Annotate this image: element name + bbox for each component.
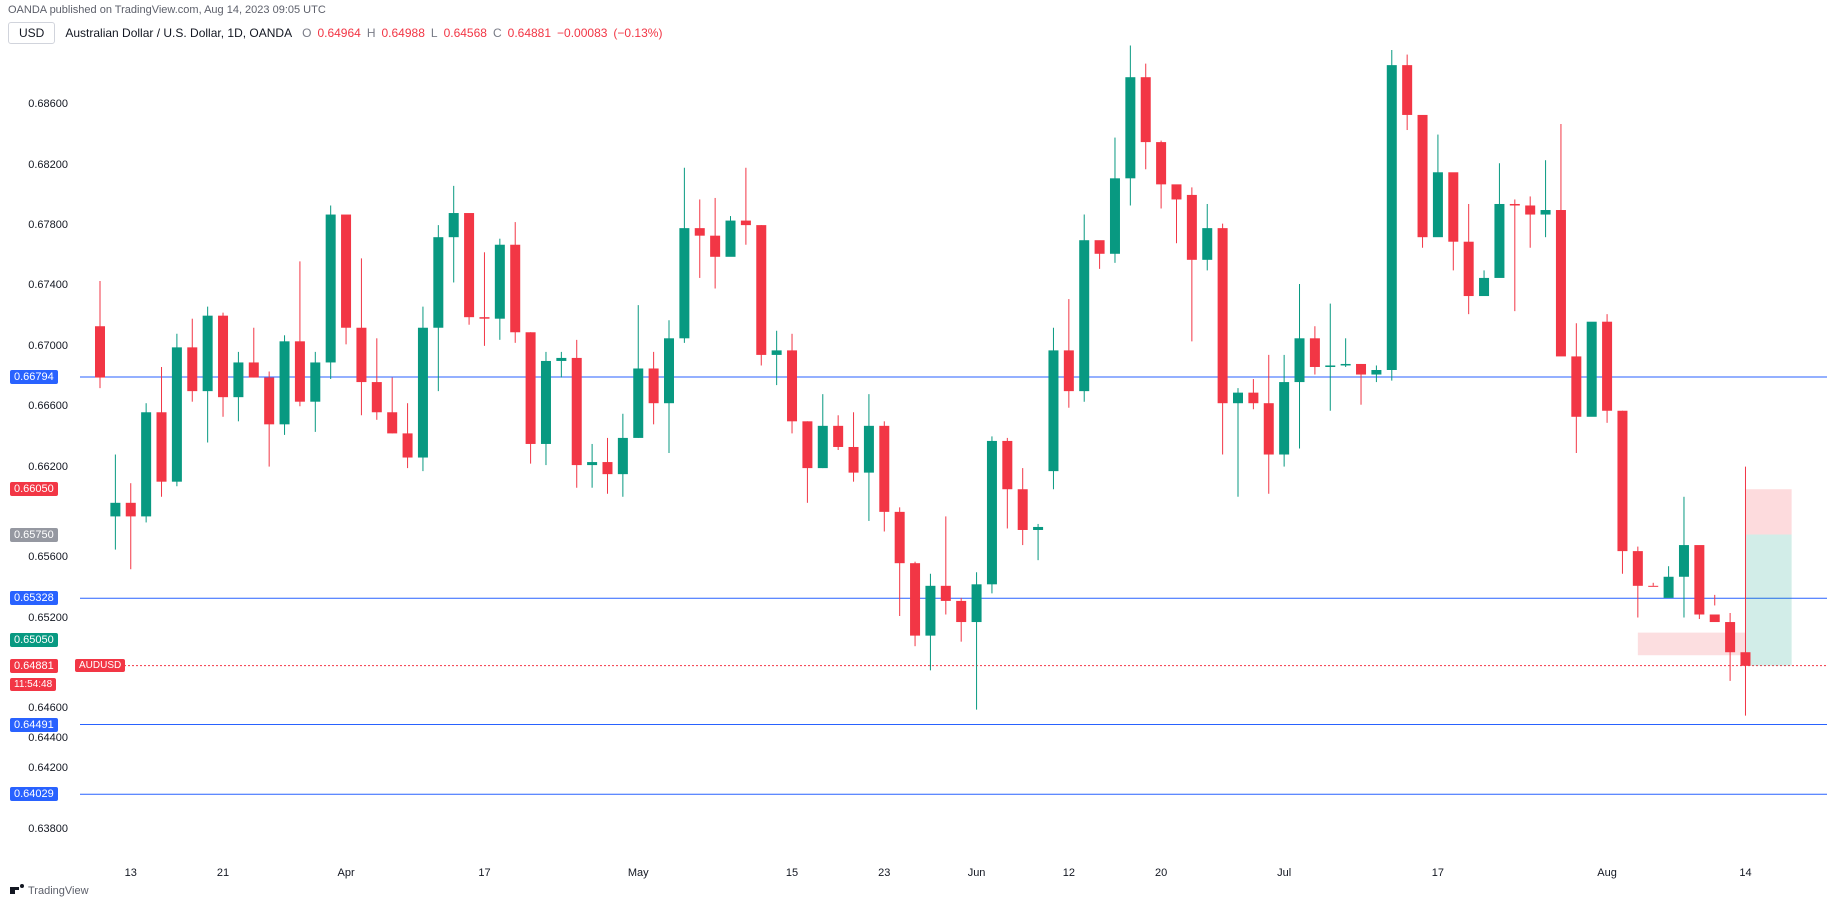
x-tick-label: Apr	[337, 867, 354, 879]
x-tick-label: 12	[1063, 867, 1075, 879]
y-tick-label: 0.64200	[8, 762, 68, 774]
y-tick-label: 0.64600	[8, 702, 68, 714]
y-level-label: 0.65050	[10, 633, 58, 647]
x-tick-label: May	[628, 867, 649, 879]
y-tick-label: 0.67400	[8, 279, 68, 291]
y-level-label: 0.66794	[10, 370, 58, 384]
x-tick-label: 20	[1155, 867, 1167, 879]
y-level-label: 0.64881	[10, 659, 58, 673]
candlestick-chart[interactable]	[0, 0, 1835, 901]
x-tick-label: Aug	[1597, 867, 1617, 879]
x-tick-label: Jul	[1277, 867, 1291, 879]
y-tick-label: 0.65600	[8, 551, 68, 563]
x-tick-label: Jun	[968, 867, 986, 879]
y-tick-label: 0.65200	[8, 612, 68, 624]
y-level-label: 0.65328	[10, 591, 58, 605]
y-tick-label: 0.68600	[8, 98, 68, 110]
ticker-tag: AUDUSD	[75, 659, 125, 672]
y-level-label: 0.65750	[10, 528, 58, 542]
y-level-label: 0.66050	[10, 482, 58, 496]
y-tick-label: 0.67000	[8, 340, 68, 352]
x-tick-label: 21	[217, 867, 229, 879]
y-level-label: 0.64029	[10, 787, 58, 801]
y-level-label: 0.64491	[10, 718, 58, 732]
y-tick-label: 0.68200	[8, 159, 68, 171]
tradingview-icon	[10, 884, 24, 897]
x-tick-label: 14	[1739, 867, 1751, 879]
x-tick-label: 17	[1432, 867, 1444, 879]
y-tick-label: 0.66200	[8, 461, 68, 473]
x-tick-label: 23	[878, 867, 890, 879]
x-tick-label: 17	[478, 867, 490, 879]
tradingview-watermark: TradingView	[10, 884, 89, 897]
x-tick-label: 15	[786, 867, 798, 879]
y-tick-label: 0.64400	[8, 732, 68, 744]
countdown-timer: 11:54:48	[10, 678, 56, 691]
y-tick-label: 0.66600	[8, 400, 68, 412]
x-tick-label: 13	[125, 867, 137, 879]
y-tick-label: 0.63800	[8, 823, 68, 835]
y-tick-label: 0.67800	[8, 219, 68, 231]
